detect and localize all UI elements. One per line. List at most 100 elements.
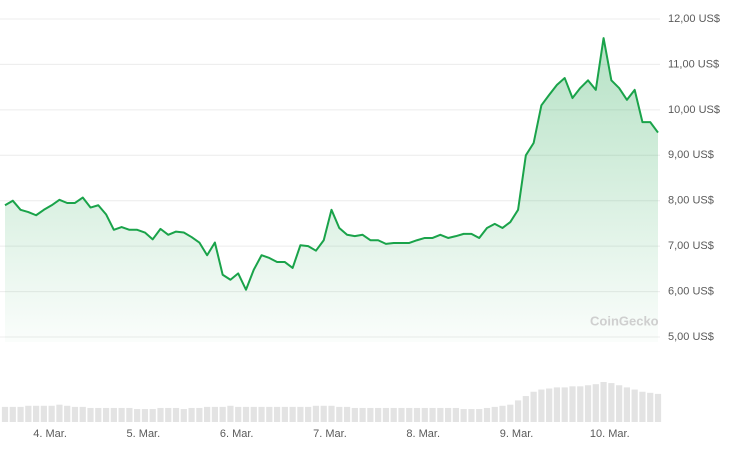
volume-bar	[87, 407, 94, 422]
volume-bar	[134, 409, 141, 422]
volume-bar	[343, 406, 351, 422]
x-tick-label: 8. Mar.	[406, 428, 440, 440]
volume-bar	[266, 406, 273, 422]
volume-bar	[561, 387, 568, 422]
volume-bar	[569, 386, 576, 422]
volume-bar	[483, 407, 491, 422]
y-tick-label: 11,00 US$	[668, 58, 719, 70]
volume-bar	[95, 407, 102, 422]
volume-bar	[102, 407, 110, 422]
volume-bar	[235, 406, 242, 422]
volume-bar	[305, 406, 312, 422]
volume-bar	[444, 407, 452, 422]
volume-bar	[196, 407, 203, 422]
x-tick-label: 7. Mar.	[313, 428, 347, 440]
volume-bar	[359, 407, 366, 422]
volume-bar	[297, 406, 304, 422]
volume-bar	[281, 406, 288, 422]
volume-bar	[546, 388, 553, 422]
volume-bar	[507, 404, 514, 422]
volume-bar	[538, 389, 545, 422]
plot	[4, 37, 659, 342]
volume-bar	[110, 407, 117, 422]
volume-bar	[351, 407, 358, 422]
volume-bar	[553, 387, 561, 422]
volume-bar	[382, 407, 390, 422]
volume-bar	[40, 405, 47, 422]
volume-bar	[17, 406, 24, 422]
volume-bar	[227, 405, 234, 422]
y-tick-label: 5,00 US$	[668, 331, 714, 343]
y-tick-label: 6,00 US$	[668, 285, 714, 297]
volume-bar	[79, 406, 86, 422]
volume-bar	[406, 407, 413, 422]
volume-bar	[219, 406, 226, 422]
volume-bar	[242, 406, 250, 422]
volume-bar	[600, 382, 607, 422]
volume-bar	[592, 384, 599, 422]
volume-bar	[421, 407, 428, 422]
volume-bar	[491, 406, 498, 422]
y-tick-label: 9,00 US$	[668, 149, 714, 161]
volume-bar	[476, 409, 483, 422]
volume-bar	[623, 387, 631, 422]
volume-bar	[118, 407, 125, 422]
volume-bar	[639, 391, 646, 422]
volume-bar	[211, 406, 219, 422]
volume-bar	[204, 406, 211, 422]
volume-bar	[9, 406, 16, 422]
y-tick-label: 12,00 US$	[668, 13, 720, 25]
volume-bar	[336, 406, 343, 422]
y-tick-label: 7,00 US$	[668, 240, 714, 252]
volume-bar	[468, 409, 475, 422]
volume-bar	[56, 404, 63, 422]
volume-bar	[654, 393, 662, 422]
volume-bar	[165, 407, 172, 422]
volume-bar	[258, 406, 265, 422]
volume-bar	[328, 405, 335, 422]
volume-bar	[273, 406, 281, 422]
volume-bar	[616, 385, 623, 422]
volume-bar	[1, 406, 9, 422]
volume-bar	[375, 407, 382, 422]
volume-bar	[608, 383, 615, 422]
volume-bar	[413, 407, 421, 422]
volume-bar	[149, 409, 156, 422]
price-line	[4, 37, 659, 291]
volume-bar	[437, 407, 444, 422]
volume-bar	[157, 407, 164, 422]
x-tick-label: 5. Mar.	[127, 428, 161, 440]
volume-bar	[312, 405, 320, 422]
volume-bar	[141, 409, 149, 422]
y-tick-label: 10,00 US$	[668, 104, 720, 116]
volume-bar	[514, 400, 522, 422]
volume-bar	[584, 385, 592, 422]
x-tick-label: 4. Mar.	[33, 428, 67, 440]
volume-bar	[250, 406, 257, 422]
area	[5, 38, 658, 342]
volume-bar	[289, 406, 296, 422]
volume-bar	[429, 407, 436, 422]
volume-bar	[631, 389, 638, 422]
volume-bar	[398, 407, 405, 422]
volume-bar	[172, 407, 180, 422]
y-tick-label: 8,00 US$	[668, 195, 714, 207]
volume-bar	[647, 392, 654, 422]
volume-bar	[188, 407, 195, 422]
volume-bars	[1, 382, 662, 422]
volume-bar	[460, 409, 467, 422]
volume-bar	[64, 405, 71, 422]
volume-bar	[25, 405, 32, 422]
volume-bar	[390, 407, 397, 422]
volume-bar	[180, 409, 187, 422]
x-tick-label: 6. Mar.	[220, 428, 254, 440]
volume-bar	[32, 405, 40, 422]
volume-bar	[367, 407, 374, 422]
volume-bar	[522, 396, 529, 422]
volume-bar	[48, 405, 55, 422]
volume-bar	[577, 386, 584, 422]
x-tick-label: 9. Mar.	[500, 428, 534, 440]
labels: 5,00 US$ 6,00 US$ 7,00 US$ 8,00 US$ 9,00 US$…	[33, 13, 720, 440]
volume-bar	[530, 391, 537, 422]
